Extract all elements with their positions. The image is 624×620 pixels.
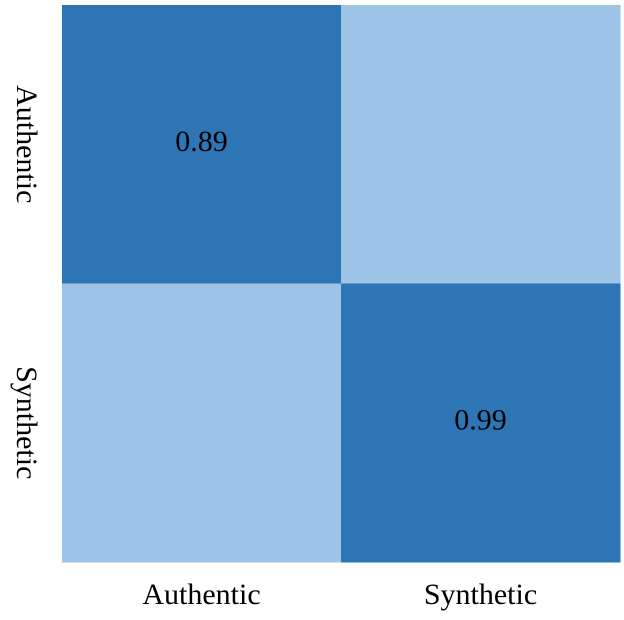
heatmap-cell xyxy=(341,283,621,563)
x-tick-label: Synthetic xyxy=(424,578,537,611)
cell-value-label: 0.89 xyxy=(175,125,228,158)
heatmap-cell xyxy=(62,283,342,563)
cell-value-label: 0.99 xyxy=(454,404,507,437)
x-tick-label: Authentic xyxy=(142,578,260,611)
heatmap-cell xyxy=(341,5,621,284)
y-tick-label: Authentic xyxy=(10,85,43,203)
y-tick-label: Synthetic xyxy=(10,366,43,479)
heatmap-cell xyxy=(62,5,342,284)
